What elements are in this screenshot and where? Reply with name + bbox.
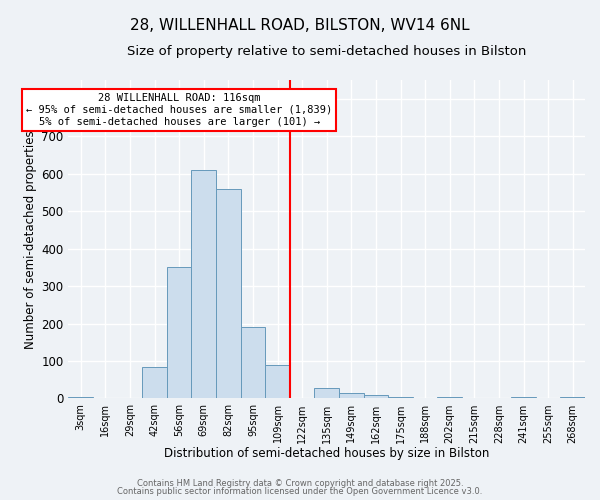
Text: 28, WILLENHALL ROAD, BILSTON, WV14 6NL: 28, WILLENHALL ROAD, BILSTON, WV14 6NL xyxy=(130,18,470,32)
Y-axis label: Number of semi-detached properties: Number of semi-detached properties xyxy=(24,130,37,348)
Bar xyxy=(216,188,241,398)
Text: Contains public sector information licensed under the Open Government Licence v3: Contains public sector information licen… xyxy=(118,487,482,496)
Bar xyxy=(437,396,462,398)
Title: Size of property relative to semi-detached houses in Bilston: Size of property relative to semi-detach… xyxy=(127,45,526,58)
Bar xyxy=(314,388,339,398)
Bar xyxy=(265,365,290,398)
Bar xyxy=(167,268,191,398)
Text: Contains HM Land Registry data © Crown copyright and database right 2025.: Contains HM Land Registry data © Crown c… xyxy=(137,478,463,488)
Bar xyxy=(191,170,216,398)
X-axis label: Distribution of semi-detached houses by size in Bilston: Distribution of semi-detached houses by … xyxy=(164,447,490,460)
Bar xyxy=(241,328,265,398)
Bar xyxy=(339,393,364,398)
Bar xyxy=(68,396,93,398)
Bar xyxy=(364,394,388,398)
Bar xyxy=(560,396,585,398)
Bar xyxy=(511,396,536,398)
Bar xyxy=(142,368,167,398)
Text: 28 WILLENHALL ROAD: 116sqm
← 95% of semi-detached houses are smaller (1,839)
5% : 28 WILLENHALL ROAD: 116sqm ← 95% of semi… xyxy=(26,94,332,126)
Bar xyxy=(388,396,413,398)
